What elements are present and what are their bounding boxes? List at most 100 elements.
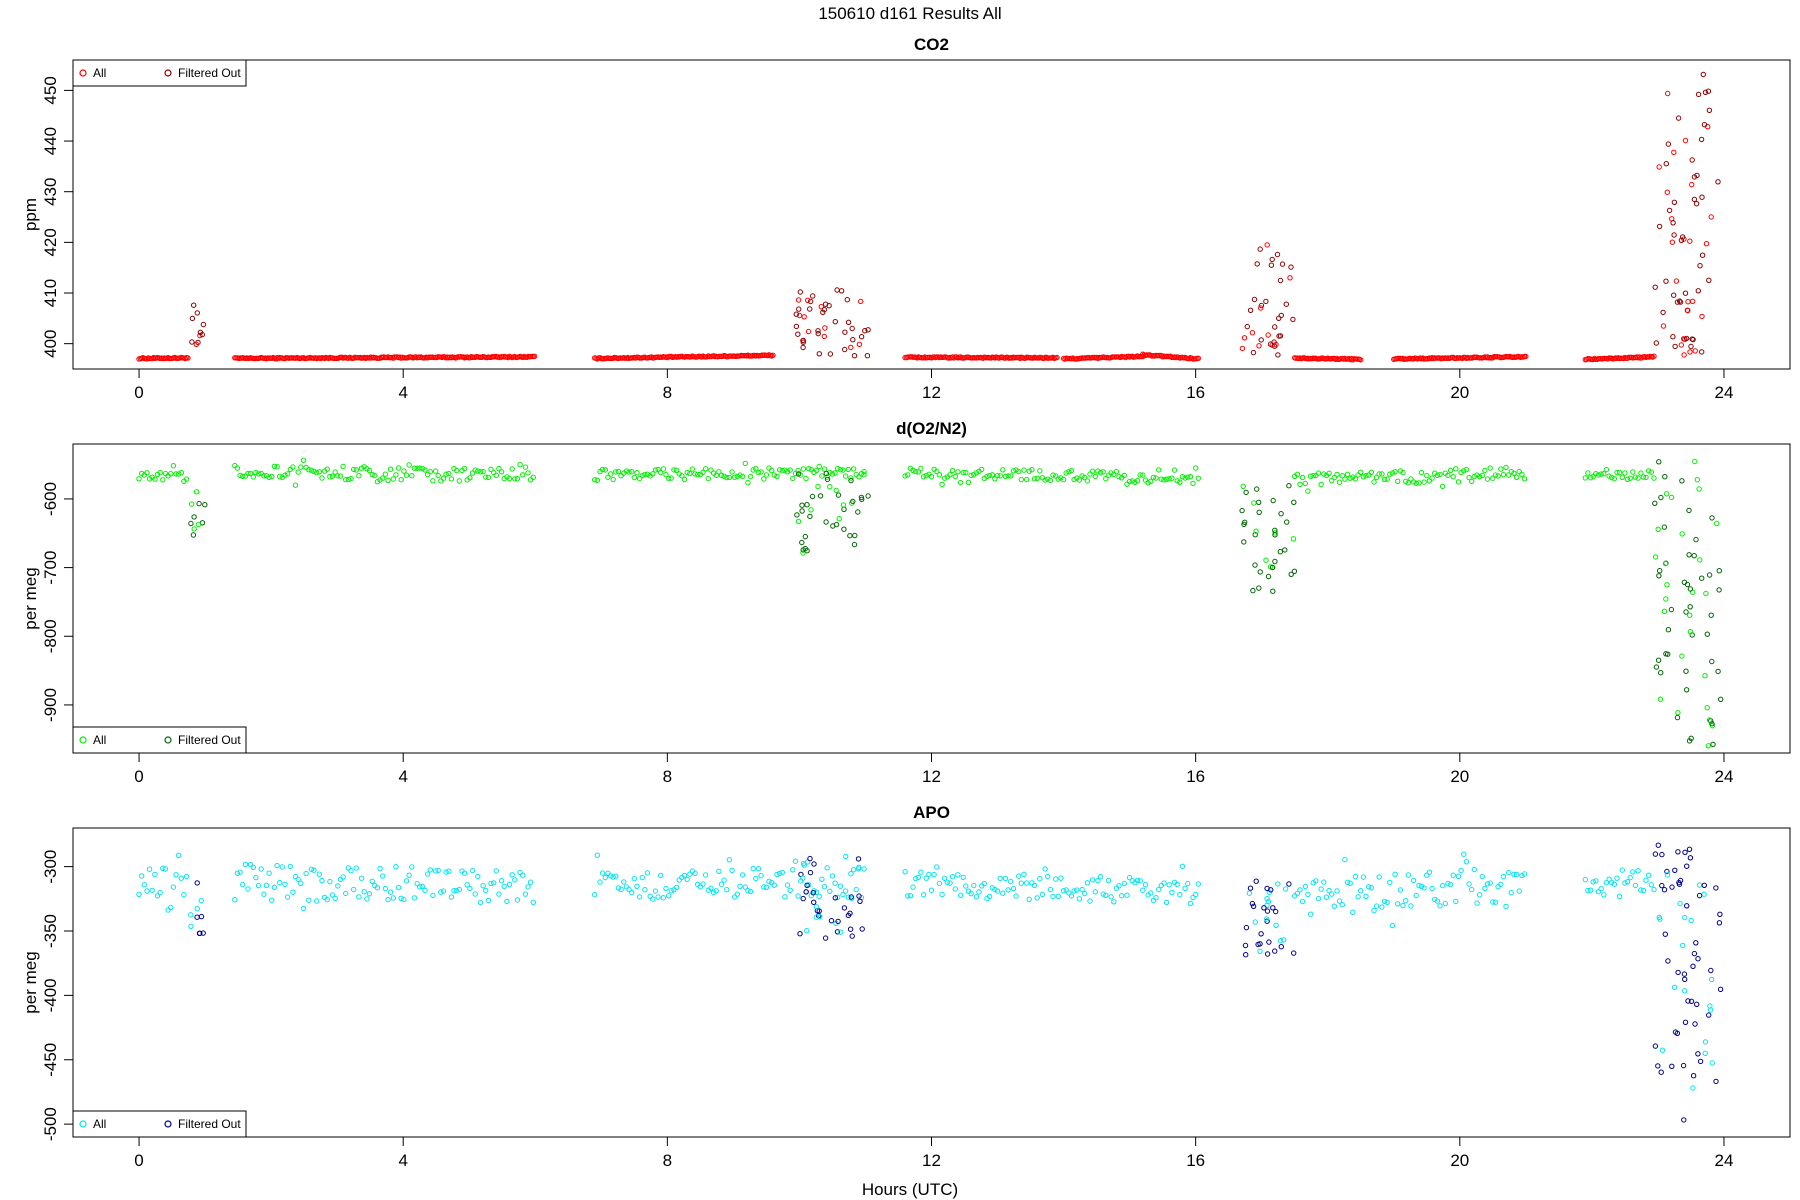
- apo-data-point: [807, 855, 813, 862]
- apo-data-point: [1016, 873, 1022, 879]
- co2-data-point: [1275, 352, 1281, 358]
- apo-data-point: [976, 889, 982, 895]
- apo-data-point: [467, 885, 473, 892]
- apo-data-point: [308, 866, 315, 872]
- apo-data-point: [824, 865, 830, 871]
- o2n2-data-point: [308, 467, 315, 473]
- apo-data-point: [960, 874, 966, 880]
- o2n2-data-point: [639, 472, 645, 479]
- apo-data-point: [1079, 886, 1085, 893]
- apo-x-tick-label: 12: [922, 1151, 941, 1170]
- apo-data-point: [411, 895, 418, 901]
- o2n2-data-point: [658, 469, 664, 476]
- o2n2-data-point: [1687, 612, 1693, 618]
- o2n2-data-point: [1126, 478, 1133, 485]
- o2n2-data-point: [1368, 469, 1375, 475]
- o2n2-data-point: [1060, 476, 1067, 483]
- o2n2-data-point: [314, 470, 320, 476]
- co2-data-point: [1358, 357, 1364, 363]
- o2n2-data-point: [1679, 653, 1685, 659]
- apo-legend-box: [72, 1110, 247, 1138]
- apo-data-point: [732, 894, 738, 900]
- o2n2-data-point: [530, 474, 536, 480]
- apo-data-point: [277, 879, 283, 886]
- o2n2-data-point: [1709, 515, 1715, 521]
- apo-data-point: [194, 914, 200, 920]
- apo-data-point: [1265, 899, 1272, 905]
- o2n2-data-point: [1071, 476, 1077, 483]
- o2n2-data-point: [1352, 476, 1359, 482]
- o2n2-data-point: [761, 476, 767, 482]
- o2n2-data-point: [830, 523, 836, 529]
- apo-data-point: [1302, 883, 1309, 890]
- apo-data-point: [1601, 892, 1607, 898]
- apo-data-point: [1242, 942, 1249, 949]
- apo-data-point: [509, 872, 515, 878]
- o2n2-data-point: [1606, 473, 1612, 479]
- apo-data-point: [782, 894, 788, 900]
- apo-data-point: [387, 889, 394, 895]
- o2n2-data-point: [994, 472, 1001, 479]
- apo-data-point: [1606, 876, 1612, 882]
- o2n2-data-point: [702, 466, 709, 472]
- apo-data-point: [517, 869, 523, 876]
- o2n2-data-point: [1034, 475, 1040, 481]
- apo-data-point: [861, 866, 867, 872]
- o2n2-data-point: [1342, 476, 1348, 482]
- apo-data-point: [1482, 885, 1488, 891]
- apo-data-point: [986, 893, 993, 900]
- apo-data-point: [1321, 879, 1327, 885]
- apo-data-point: [1334, 888, 1340, 894]
- o2n2-data-point: [292, 482, 299, 488]
- apo-data-point: [840, 891, 846, 898]
- o2n2-data-point: [1471, 473, 1478, 480]
- co2-data-point: [1689, 298, 1696, 304]
- apo-data-point: [469, 867, 476, 874]
- apo-data-point: [1479, 873, 1486, 880]
- o2n2-data-point: [430, 478, 436, 484]
- apo-data-point: [1278, 937, 1284, 944]
- o2n2-data-point: [517, 462, 523, 468]
- o2n2-data-point: [942, 475, 948, 481]
- o2n2-data-point: [1582, 475, 1589, 481]
- co2-data-point: [1698, 136, 1705, 143]
- o2n2-data-point: [689, 466, 696, 472]
- o2n2-data-point: [173, 471, 179, 477]
- apo-data-point: [747, 888, 754, 895]
- o2n2-data-point: [1705, 743, 1712, 749]
- apo-data-point: [1339, 902, 1346, 908]
- o2n2-data-point: [398, 477, 404, 483]
- o2n2-data-point: [1002, 473, 1009, 479]
- o2n2-data-point: [456, 478, 462, 484]
- apo-data-point: [845, 894, 851, 900]
- co2-data-point: [1258, 302, 1265, 309]
- o2n2-data-point: [401, 468, 407, 474]
- apo-data-point: [1702, 1039, 1709, 1045]
- o2n2-data-point: [1655, 657, 1662, 663]
- apo-data-point: [385, 896, 391, 903]
- o2n2-data-point: [1291, 499, 1297, 505]
- apo-data-point: [443, 869, 449, 875]
- o2n2-data-point: [509, 466, 515, 472]
- o2n2-legend-box: [72, 726, 247, 754]
- o2n2-data-point: [1389, 470, 1396, 476]
- co2-data-point: [1689, 157, 1695, 163]
- o2n2-data-point: [913, 468, 919, 475]
- co2-points: [136, 71, 1721, 363]
- apo-data-point: [1008, 878, 1014, 885]
- o2n2-data-point: [1018, 476, 1024, 483]
- apo-data-point: [525, 884, 531, 890]
- apo-data-point: [1042, 866, 1048, 872]
- apo-data-point: [1169, 889, 1175, 896]
- apo-data-point: [1674, 1030, 1681, 1037]
- apo-data-point: [1058, 875, 1064, 881]
- apo-data-point: [1305, 891, 1311, 898]
- apo-data-point: [480, 883, 486, 889]
- o2n2-data-point: [842, 473, 849, 479]
- apo-data-point: [1352, 873, 1359, 880]
- o2n2-data-point: [1100, 469, 1106, 475]
- apo-data-point: [605, 870, 611, 876]
- o2n2-data-point: [668, 475, 674, 481]
- o2n2-data-point: [726, 474, 733, 481]
- o2n2-data-point: [808, 507, 814, 513]
